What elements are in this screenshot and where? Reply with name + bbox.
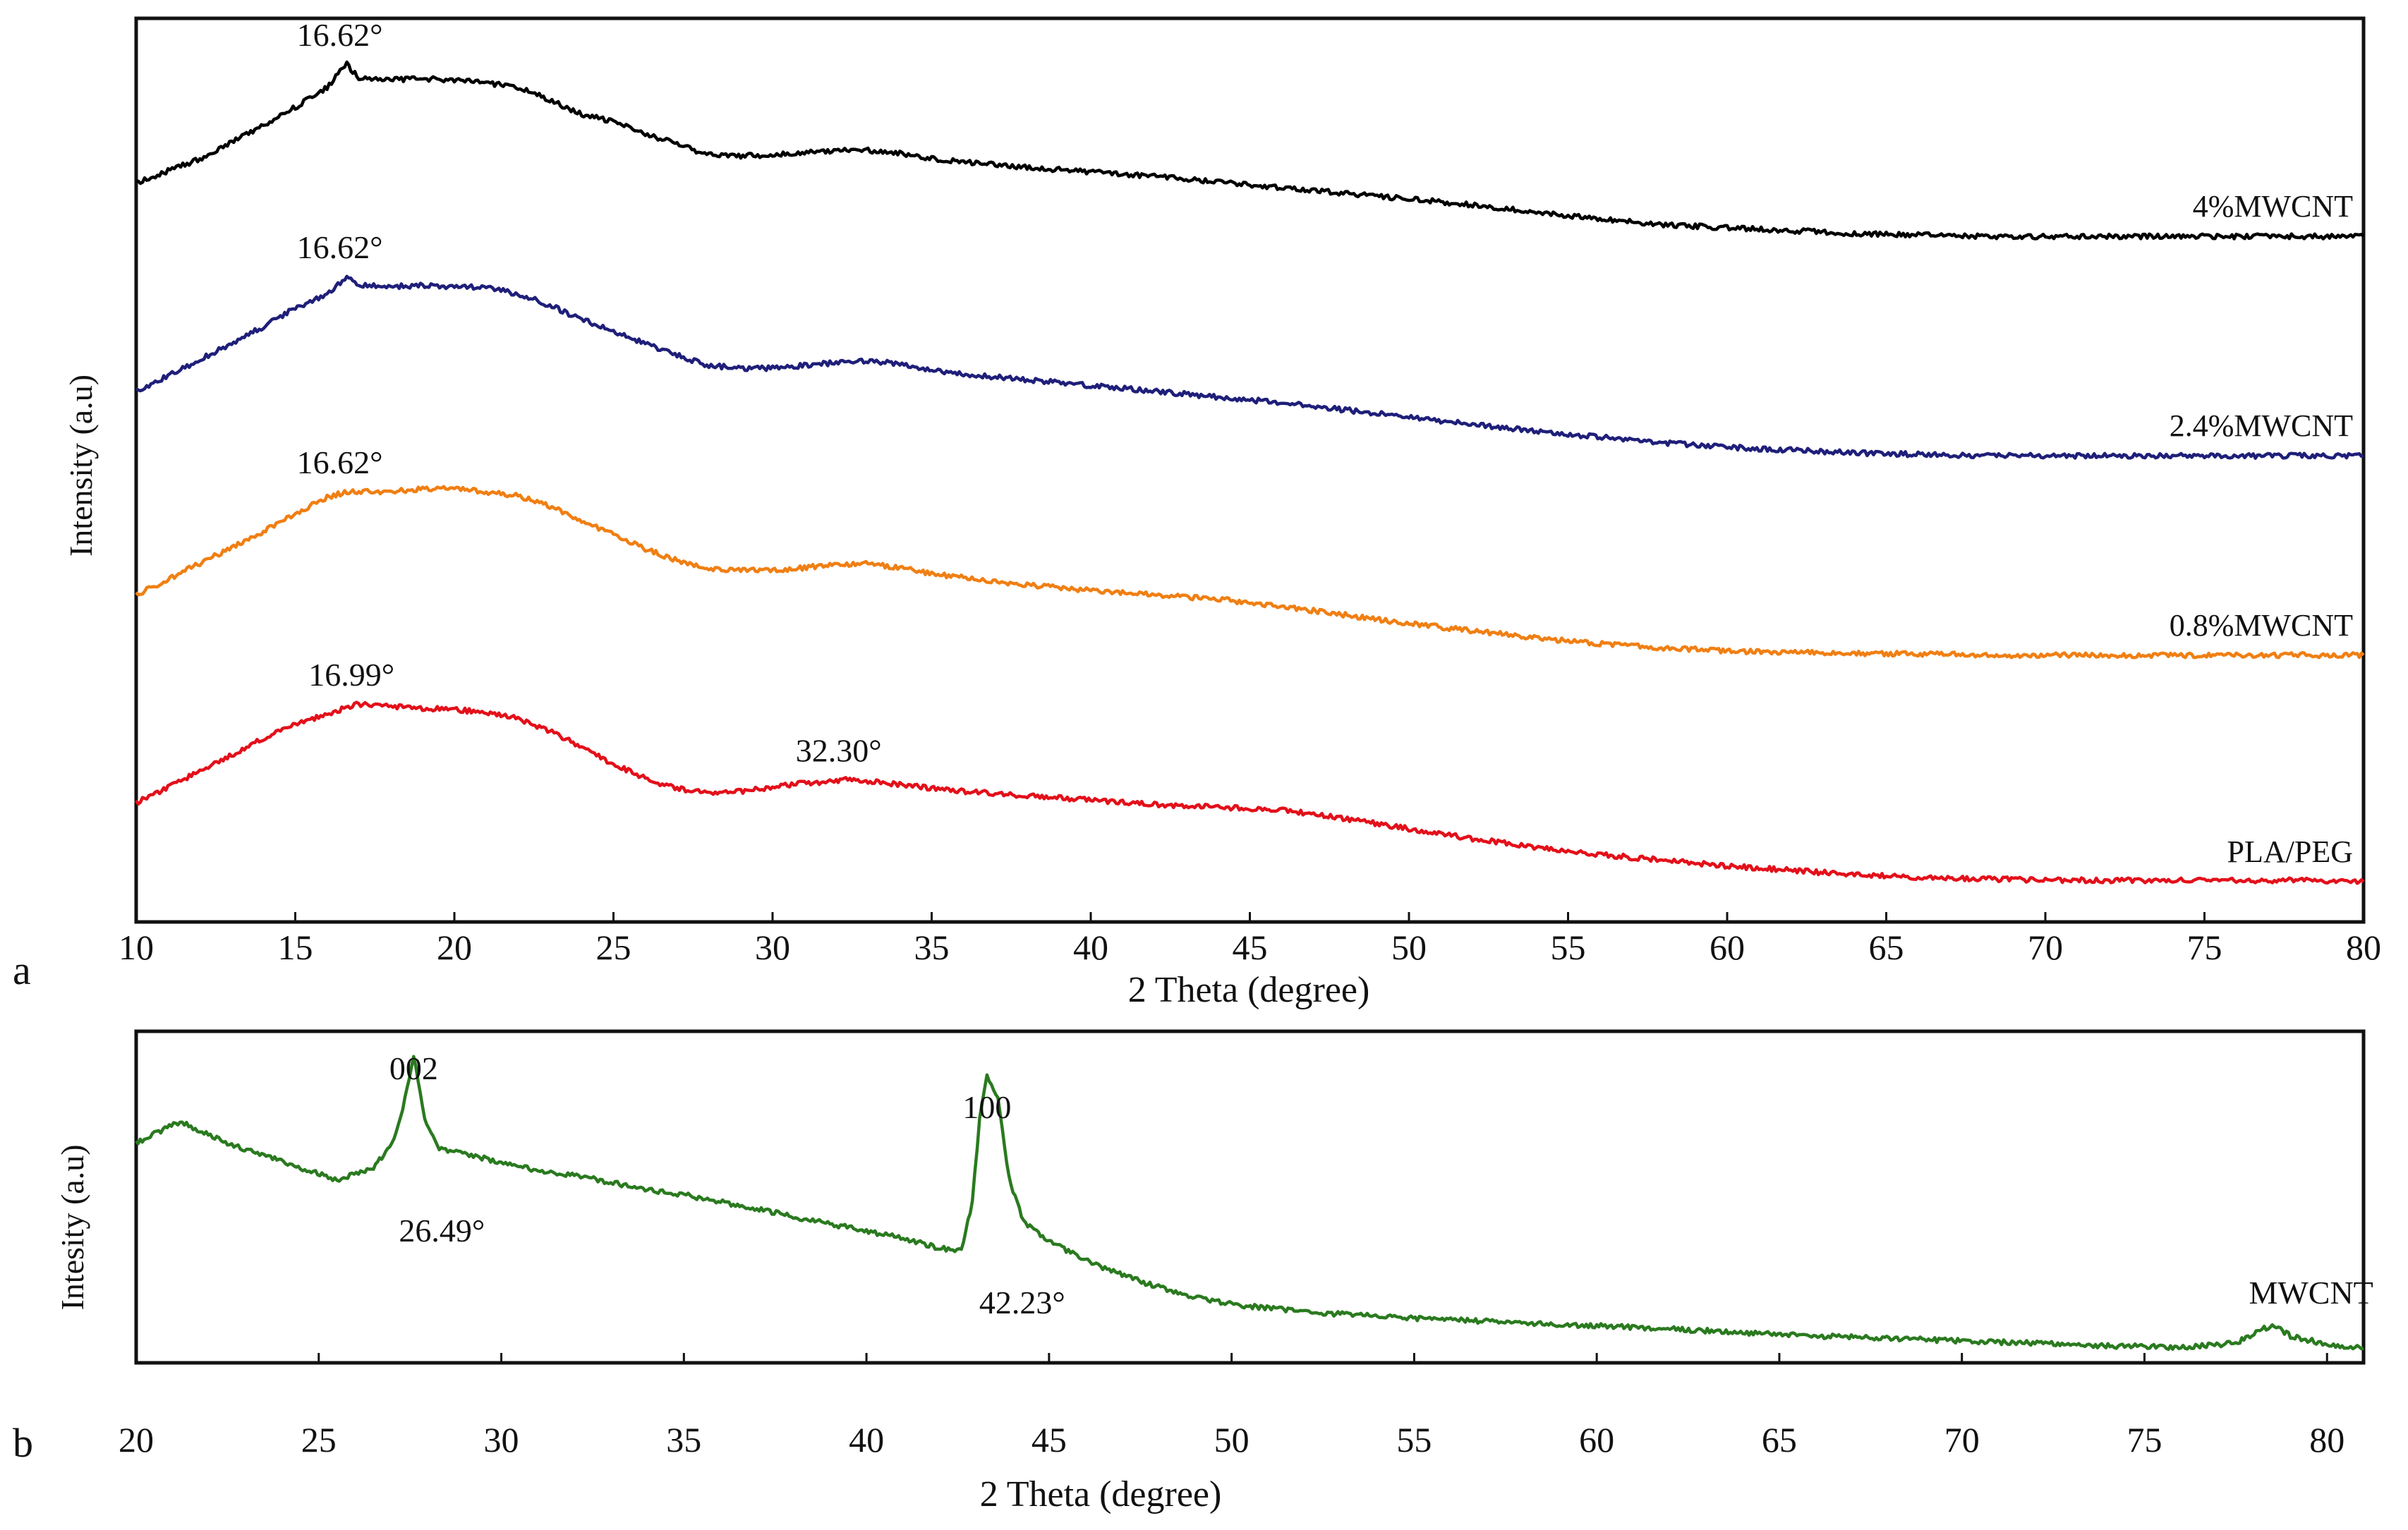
series-line-2-4-mwcnt bbox=[135, 274, 2364, 460]
peak-annotation: 16.99° bbox=[308, 657, 394, 693]
peak-annotation: 002 bbox=[389, 1050, 438, 1086]
x-tick-label: 35 bbox=[666, 1420, 701, 1459]
x-tick-label: 80 bbox=[2346, 928, 2381, 967]
peak-annotation: 16.62° bbox=[297, 229, 383, 265]
panel-b-x-axis-title: 2 Theta (degree) bbox=[980, 1474, 1222, 1514]
peak-annotation: 42.23° bbox=[979, 1285, 1065, 1320]
series-label-pla-peg: PLA/PEG bbox=[2227, 834, 2353, 869]
panel-a-series bbox=[135, 60, 2365, 885]
x-tick-label: 75 bbox=[2187, 928, 2222, 967]
series-label-4-mwcnt: 4%MWCNT bbox=[2193, 189, 2353, 224]
x-tick-label: 45 bbox=[1031, 1420, 1067, 1459]
panel-a-x-axis-title: 2 Theta (degree) bbox=[1128, 970, 1370, 1010]
panel-letter-a: a bbox=[13, 947, 31, 993]
x-tick-label: 40 bbox=[1073, 928, 1108, 967]
panel-b-plot-frame bbox=[134, 1029, 2366, 1365]
x-tick-label: 70 bbox=[1944, 1420, 1980, 1459]
panel-a: 10 15 20 25 30 35 40 45 50 55 60 65 70 75 80 4%MWCNT 2.… bbox=[13, 16, 2381, 1010]
panel-a-y-axis-title: Intensity (a.u) bbox=[63, 375, 99, 557]
panel-a-labels: 4%MWCNT 2.4%MWCNT 0.8%MWCNT PLA/PEG 16.62° 16… bbox=[297, 17, 2354, 869]
x-tick-label: 50 bbox=[1214, 1420, 1250, 1459]
x-tick-label: 25 bbox=[301, 1420, 337, 1459]
series-line-pla-peg bbox=[135, 700, 2365, 885]
peak-annotation: MWCNT bbox=[2249, 1275, 2373, 1311]
series-line-0-8-mwcnt bbox=[135, 485, 2365, 660]
panel-a-x-ticks: 10 15 20 25 30 35 40 45 50 55 60 65 70 75 80 bbox=[119, 912, 2381, 967]
x-tick-label: 70 bbox=[2028, 928, 2063, 967]
peak-annotation: 16.62° bbox=[297, 17, 383, 53]
x-tick-label: 65 bbox=[1762, 1420, 1797, 1459]
panel-b: 20 25 30 35 40 45 50 55 60 65 70 75 80 002 26.49° 100 4… bbox=[13, 1029, 2373, 1514]
series-label-0-8-mwcnt: 0.8%MWCNT bbox=[2170, 608, 2353, 643]
x-tick-label: 55 bbox=[1396, 1420, 1432, 1459]
x-tick-label: 35 bbox=[914, 928, 950, 967]
x-tick-label: 60 bbox=[1579, 1420, 1614, 1459]
series-line-mwcnt bbox=[135, 1055, 2364, 1352]
x-tick-label: 20 bbox=[119, 1420, 154, 1459]
panel-b-y-axis-title: Intesity (a.u) bbox=[54, 1144, 90, 1310]
x-tick-label: 30 bbox=[484, 1420, 519, 1459]
peak-annotation: 16.62° bbox=[297, 444, 383, 480]
x-tick-label: 55 bbox=[1551, 928, 1586, 967]
x-tick-label: 65 bbox=[1869, 928, 1904, 967]
x-tick-label: 20 bbox=[437, 928, 472, 967]
panel-a-plot-frame bbox=[134, 16, 2366, 924]
x-tick-label: 75 bbox=[2126, 1420, 2162, 1459]
panel-b-x-ticks: 20 25 30 35 40 45 50 55 60 65 70 75 80 bbox=[119, 1353, 2345, 1459]
peak-annotation: 32.30° bbox=[796, 733, 882, 769]
peak-annotation: 26.49° bbox=[399, 1213, 485, 1249]
x-tick-label: 60 bbox=[1710, 928, 1745, 967]
x-tick-label: 30 bbox=[755, 928, 790, 967]
x-tick-label: 10 bbox=[119, 928, 154, 967]
panel-letter-b: b bbox=[13, 1420, 33, 1466]
series-label-2-4-mwcnt: 2.4%MWCNT bbox=[2170, 408, 2353, 443]
x-tick-label: 15 bbox=[278, 928, 313, 967]
panel-b-series bbox=[135, 1055, 2364, 1352]
panel-b-labels: 002 26.49° 100 42.23° MWCNT bbox=[389, 1050, 2373, 1320]
x-tick-label: 80 bbox=[2309, 1420, 2345, 1459]
x-tick-label: 40 bbox=[849, 1420, 884, 1459]
peak-annotation: 100 bbox=[962, 1089, 1011, 1125]
x-tick-label: 25 bbox=[596, 928, 631, 967]
x-tick-label: 50 bbox=[1391, 928, 1427, 967]
series-line-4-mwcnt bbox=[135, 60, 2365, 241]
x-tick-label: 45 bbox=[1233, 928, 1268, 967]
